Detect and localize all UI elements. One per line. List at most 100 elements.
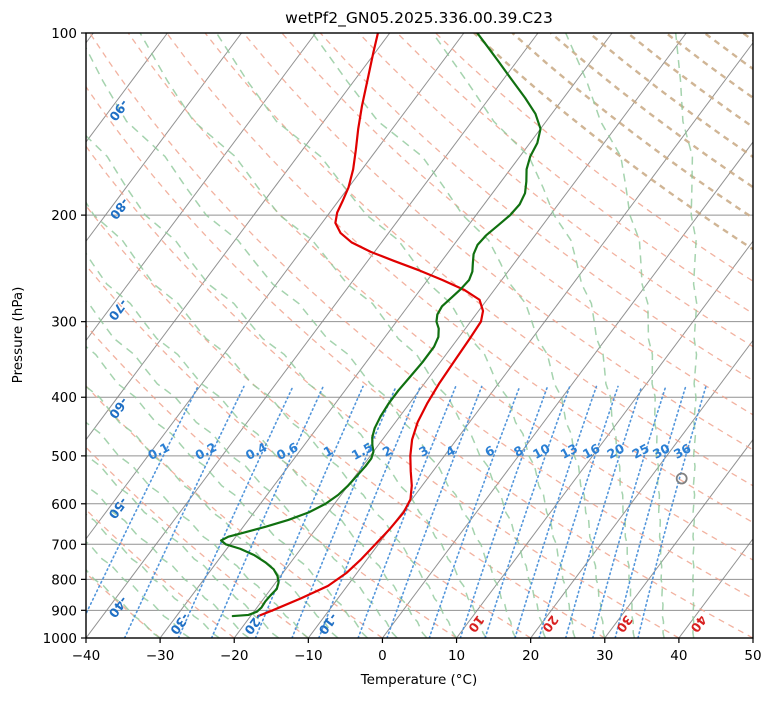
mixing-ratio-line: [514, 385, 598, 638]
moist-adiabat-line: [311, 33, 606, 638]
plot-border: [85, 32, 754, 639]
moist-adiabat-line: [215, 33, 576, 638]
chart-title: wetPf2_GN05.2025.336.00.39.C23: [285, 9, 553, 28]
mixing-ratio-line: [210, 385, 324, 638]
dry-adiabat-line: [396, 33, 753, 315]
x-tick-label: 10: [448, 648, 465, 664]
dry-adiabat-line: [86, 204, 606, 638]
moist-adiabat-line: [565, 33, 665, 638]
y-tick-label: 400: [51, 390, 77, 406]
moist-adiabat-line: [86, 201, 458, 638]
moist-adiabat-line: [86, 453, 280, 638]
dry-adiabat-line: [86, 85, 753, 638]
mixing-ratio-line: [428, 385, 521, 638]
mixing-ratio-line: [254, 385, 364, 638]
data-layer: [219, 33, 688, 618]
mixing-ratio-line: [357, 385, 457, 638]
isotherm-line: [86, 33, 465, 540]
dry-adiabat-line: [86, 508, 235, 638]
mixing-ratio-line: [291, 385, 397, 638]
isotherm-line: [382, 141, 753, 638]
x-tick-label: 20: [522, 648, 539, 664]
y-tick-label: 100: [51, 26, 77, 42]
mixing-ratio-line: [484, 385, 571, 638]
y-axis-label: Pressure (hPa): [10, 287, 26, 384]
mixing-ratio-line: [459, 385, 549, 638]
dry-adiabat-line: [89, 33, 753, 600]
y-tick-label: 700: [51, 537, 77, 553]
mixing-ratio-label: 13: [558, 440, 580, 461]
dry-adiabat-line: [86, 145, 680, 638]
y-tick-label: 500: [51, 449, 77, 465]
dewpoint-profile-line: [219, 33, 542, 618]
mixing-ratio-line: [538, 385, 619, 638]
dry-adiabat-line: [243, 33, 753, 451]
moist-adiabat-line: [86, 134, 487, 638]
moist-adiabat-line: [86, 252, 428, 638]
dry-adiabat-line: [204, 33, 753, 487]
isotherm-line: [604, 438, 753, 638]
dry-adiabat-line: [166, 33, 753, 524]
moist-adiabat-line: [86, 385, 339, 638]
mixing-ratio-line: [614, 385, 687, 638]
dry-adiabat-line: [281, 33, 753, 416]
isotherm-line: [233, 33, 687, 638]
moist-adiabat-line: [86, 300, 398, 638]
moist-adiabat-line: [674, 33, 698, 638]
mixing-ratio-line: [318, 385, 422, 638]
isotherm-line: [86, 33, 168, 143]
moist-adiabat-line: [86, 345, 369, 638]
isotherm-line: [159, 33, 613, 638]
isotherm-line: [307, 41, 753, 638]
x-tick-label: −40: [72, 648, 101, 664]
dry-adiabat-line: [86, 446, 309, 638]
x-tick-label: 30: [596, 648, 613, 664]
moist-adiabat-line: [432, 33, 636, 638]
temperature-profile-line: [256, 33, 485, 618]
x-tick-label: 50: [744, 648, 761, 664]
dry-adiabat-line: [435, 33, 753, 282]
lcl-marker: [675, 472, 688, 485]
isotherm-line: [86, 33, 242, 243]
mixing-ratio-label: 20: [604, 440, 627, 462]
mixing-ratio-line: [386, 385, 483, 638]
x-axis-label: Temperature (°C): [360, 672, 478, 688]
dry-adiabat-line: [86, 385, 383, 638]
y-tick-label: 600: [51, 497, 77, 513]
moist-adiabat-line: [139, 33, 547, 638]
axis-ticks-layer: −40 −30 −20 −10 0 10 20 30 40 50 100 200 300 400 500 60…: [43, 26, 762, 664]
y-tick-label: 900: [51, 603, 77, 619]
y-tick-label: 200: [51, 208, 77, 224]
x-tick-label: 0: [378, 648, 387, 664]
x-tick-label: −20: [220, 648, 249, 664]
mixing-ratio-line: [637, 385, 707, 638]
dry-adiabat-line: [319, 33, 753, 382]
x-tick-label: −10: [294, 648, 323, 664]
mixing-ratio-label: 36: [671, 440, 694, 462]
mixing-ratio-line: [177, 385, 294, 638]
moist-adiabat-line: [86, 421, 309, 638]
moist-adiabat-line: [86, 46, 517, 638]
x-tick-label: −30: [146, 648, 175, 664]
moist-adiabat-line: [86, 484, 250, 638]
mixing-ratio-line: [564, 385, 643, 638]
mixing-ratio-label: 16: [580, 440, 603, 462]
isotherm-line: [530, 339, 753, 638]
grid-layer: [86, 33, 753, 638]
mixing-ratio-label: 10: [530, 440, 553, 462]
mixing-ratio-label: 30: [650, 440, 673, 462]
y-tick-label: 800: [51, 572, 77, 588]
y-tick-label: 300: [51, 315, 77, 331]
x-tick-label: 40: [670, 648, 687, 664]
y-tick-label: 1000: [43, 631, 77, 647]
dry-adiabat-line: [86, 264, 532, 638]
mixing-ratio-label: 25: [629, 440, 651, 461]
isotherm-line: [86, 33, 539, 638]
isotherm-line: [86, 33, 391, 441]
mixing-ratio-line: [86, 385, 199, 616]
mixing-ratio-line: [591, 385, 667, 638]
isotherm-line: [86, 33, 317, 342]
